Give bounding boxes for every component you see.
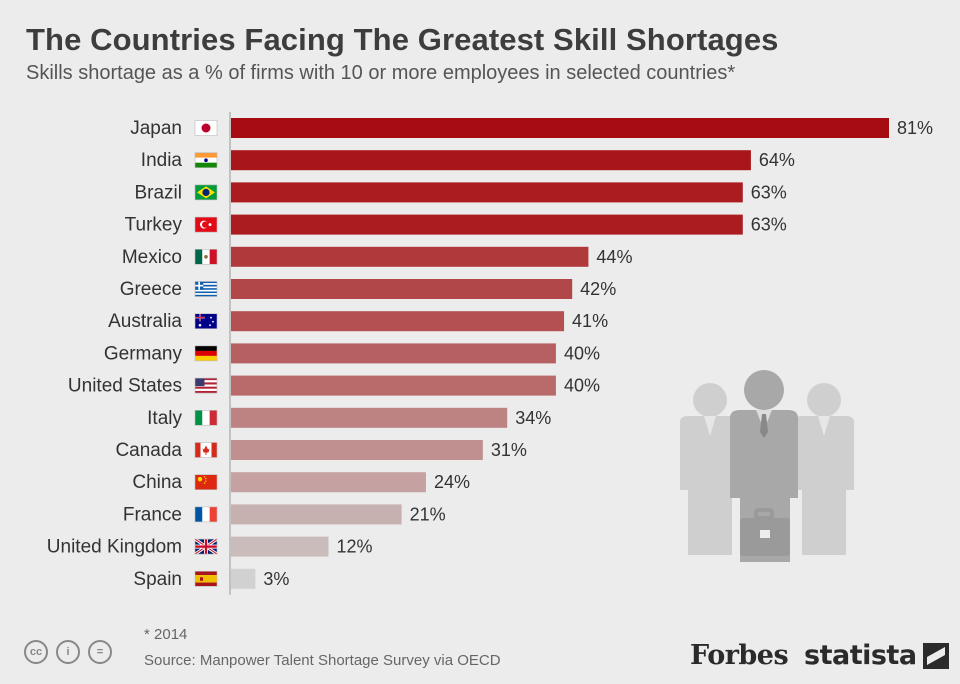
data-label: 24% — [434, 472, 470, 492]
data-label: 41% — [572, 311, 608, 331]
bar — [231, 504, 402, 525]
statista-wordmark: statista — [804, 640, 917, 671]
category-label: United Kingdom — [47, 537, 182, 558]
data-label: 64% — [759, 150, 795, 170]
brazil-flag-icon — [194, 184, 218, 201]
bar — [231, 150, 751, 171]
statista-mark-icon — [922, 642, 949, 669]
bar — [231, 375, 556, 396]
india-flag-icon — [194, 152, 218, 168]
data-label: 63% — [751, 215, 787, 235]
data-label: 63% — [751, 182, 787, 202]
bar — [231, 182, 743, 203]
france-flag-icon — [194, 506, 218, 523]
bar — [231, 472, 426, 493]
usa-flag-icon — [194, 377, 218, 394]
bar — [231, 311, 565, 332]
footnote: * 2014 — [144, 626, 188, 643]
chart-title: The Countries Facing The Greatest Skill … — [26, 22, 779, 57]
bar — [231, 407, 508, 428]
japan-flag-icon — [194, 120, 218, 136]
statista-logo: statista — [804, 640, 949, 671]
data-label: 44% — [596, 247, 632, 267]
category-label: Italy — [147, 408, 182, 429]
greece-flag-icon — [194, 281, 218, 297]
category-label: India — [141, 150, 183, 171]
license-icons: cc i = — [24, 640, 112, 664]
category-label: China — [132, 472, 182, 493]
turkey-flag-icon — [194, 216, 218, 233]
canada-flag-icon — [194, 442, 218, 458]
bar — [231, 246, 589, 267]
category-label: Mexico — [122, 247, 182, 268]
bar — [231, 343, 556, 364]
australia-flag-icon — [194, 313, 218, 330]
category-label: Turkey — [125, 215, 183, 236]
source-note: Source: Manpower Talent Shortage Survey … — [144, 652, 501, 669]
category-label: Australia — [108, 311, 182, 332]
category-label: Japan — [130, 118, 182, 139]
forbes-logo: Forbes — [690, 640, 789, 671]
category-label: France — [123, 504, 182, 525]
data-label: 3% — [263, 569, 289, 589]
bar — [231, 279, 573, 299]
business-people-icon — [680, 370, 854, 562]
spain-flag-icon — [194, 570, 218, 587]
bar — [231, 118, 889, 138]
china-flag-icon — [194, 474, 218, 491]
italy-flag-icon — [194, 409, 218, 426]
uk-flag-icon — [194, 537, 218, 556]
germany-flag-icon — [194, 345, 218, 362]
attribution-icon: i — [56, 640, 80, 664]
category-label: Spain — [133, 569, 182, 590]
data-label: 34% — [515, 408, 551, 428]
no-derivatives-icon: = — [88, 640, 112, 664]
category-label: Brazil — [134, 182, 182, 203]
creative-commons-icon: cc — [24, 640, 48, 664]
bar — [231, 440, 483, 460]
data-label: 42% — [580, 279, 616, 299]
category-label: Canada — [115, 440, 182, 461]
bar — [231, 214, 743, 235]
chart-subtitle: Skills shortage as a % of firms with 10 … — [26, 62, 736, 84]
data-label: 12% — [336, 537, 372, 557]
category-label: United States — [68, 376, 182, 397]
category-label: Germany — [104, 343, 183, 364]
data-label: 21% — [410, 504, 446, 524]
data-label: 40% — [564, 376, 600, 396]
data-label: 31% — [491, 440, 527, 460]
data-label: 81% — [897, 118, 933, 138]
data-label: 40% — [564, 343, 600, 363]
bar — [231, 536, 329, 557]
mexico-flag-icon — [194, 249, 218, 265]
category-label: Greece — [120, 279, 182, 300]
bar — [231, 568, 256, 589]
